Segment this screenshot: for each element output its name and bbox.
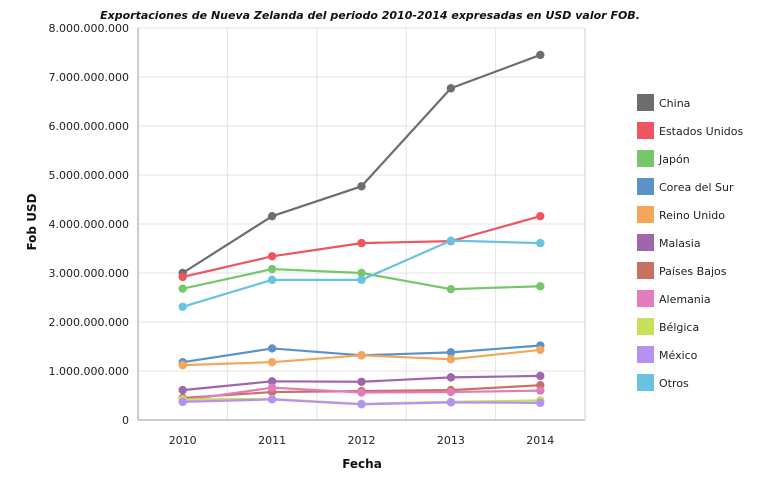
data-point — [267, 211, 277, 221]
data-point — [536, 371, 545, 381]
data-point — [267, 357, 277, 367]
x-tick-label: 2011 — [258, 434, 286, 447]
legend-swatch — [637, 374, 654, 391]
legend-swatch — [637, 290, 654, 307]
y-tick-label: 5.000.000.000 — [49, 169, 129, 182]
data-point — [357, 238, 366, 248]
data-point — [267, 252, 277, 261]
data-point — [536, 282, 545, 291]
legend-item: Bélgica — [637, 318, 699, 335]
legend-label: Bélgica — [659, 321, 699, 334]
legend-item: Malasia — [637, 234, 701, 251]
x-tick-label: 2014 — [526, 434, 554, 447]
series-reino-unido — [178, 345, 545, 370]
series-otros — [178, 236, 545, 312]
legend-item: Japón — [637, 150, 690, 167]
legend-swatch — [637, 234, 654, 251]
data-point — [536, 345, 545, 355]
data-point — [267, 344, 277, 353]
legend-label: China — [659, 97, 690, 110]
data-point — [446, 355, 456, 364]
data-point — [178, 397, 187, 407]
data-point — [178, 385, 187, 395]
legend-swatch — [637, 262, 654, 279]
y-tick-label: 2.000.000.000 — [49, 316, 129, 329]
legend-label: Reino Unido — [659, 209, 725, 222]
legend-item: Alemania — [637, 290, 711, 307]
legend-swatch — [637, 178, 654, 195]
data-point — [536, 50, 545, 60]
chart-title: Exportaciones de Nueva Zelanda del perio… — [100, 9, 640, 22]
data-point — [178, 302, 187, 312]
y-tick-label: 3.000.000.000 — [49, 267, 129, 280]
series-japón — [178, 264, 545, 294]
data-point — [446, 236, 456, 245]
legend-swatch — [637, 318, 654, 335]
legend-label: Otros — [659, 377, 689, 390]
data-point — [267, 377, 277, 386]
plot-area: 0 1.000.000.000 2.000.000.000 3.000.000.000… — [49, 22, 586, 447]
data-point — [536, 238, 545, 248]
data-point — [446, 84, 456, 93]
data-point — [357, 268, 366, 278]
series-méxico — [178, 395, 545, 409]
y-tick-label: 7.000.000.000 — [49, 71, 129, 84]
legend-label: Corea del Sur — [659, 181, 734, 194]
data-point — [446, 348, 456, 357]
data-point — [267, 395, 277, 404]
x-tick-label: 2010 — [169, 434, 197, 447]
legend-label: Japón — [658, 153, 690, 166]
legend-label: México — [659, 349, 698, 362]
data-point — [357, 400, 366, 409]
legend-swatch — [637, 206, 654, 223]
x-tick-label: 2013 — [437, 434, 465, 447]
legend-label: Estados Unidos — [659, 125, 743, 138]
legend-swatch — [637, 94, 654, 111]
legend-item: Reino Unido — [637, 206, 725, 223]
data-point — [536, 398, 545, 408]
legend-label: Alemania — [659, 293, 711, 306]
legend-swatch — [637, 150, 654, 167]
x-tick-label: 2012 — [348, 434, 376, 447]
legend-item: Países Bajos — [637, 262, 727, 279]
data-point — [357, 388, 366, 397]
legend-swatch — [637, 122, 654, 139]
legend-item: Otros — [637, 374, 689, 391]
legend-item: China — [637, 94, 690, 111]
legend-item: Corea del Sur — [637, 178, 734, 195]
x-axis-label: Fecha — [342, 457, 382, 471]
data-point — [357, 377, 366, 386]
data-point — [536, 211, 545, 221]
data-point — [357, 275, 366, 285]
y-tick-label: 1.000.000.000 — [49, 365, 129, 378]
data-point — [446, 373, 456, 382]
data-point — [446, 387, 456, 397]
data-point — [446, 284, 456, 294]
data-point — [267, 275, 277, 285]
legend-swatch — [637, 346, 654, 363]
series-malasia — [178, 371, 545, 395]
data-point — [178, 272, 187, 282]
y-tick-label: 6.000.000.000 — [49, 120, 129, 133]
data-point — [357, 182, 366, 191]
data-point — [267, 264, 277, 274]
y-tick-label: 0 — [122, 414, 129, 427]
legend-label: Países Bajos — [659, 265, 727, 278]
y-tick-label: 8.000.000.000 — [49, 22, 129, 35]
data-point — [357, 351, 366, 360]
data-point — [178, 360, 187, 370]
data-point — [446, 398, 456, 407]
y-tick-label: 4.000.000.000 — [49, 218, 129, 231]
data-point — [267, 383, 277, 392]
legend-label: Malasia — [659, 237, 701, 250]
data-point — [536, 386, 545, 395]
y-axis-label: Fob USD — [25, 193, 39, 250]
legend: China Estados Unidos Japón Corea del Sur Rei… — [637, 94, 743, 391]
legend-item: México — [637, 346, 698, 363]
data-point — [178, 284, 187, 293]
legend-item: Estados Unidos — [637, 122, 743, 139]
